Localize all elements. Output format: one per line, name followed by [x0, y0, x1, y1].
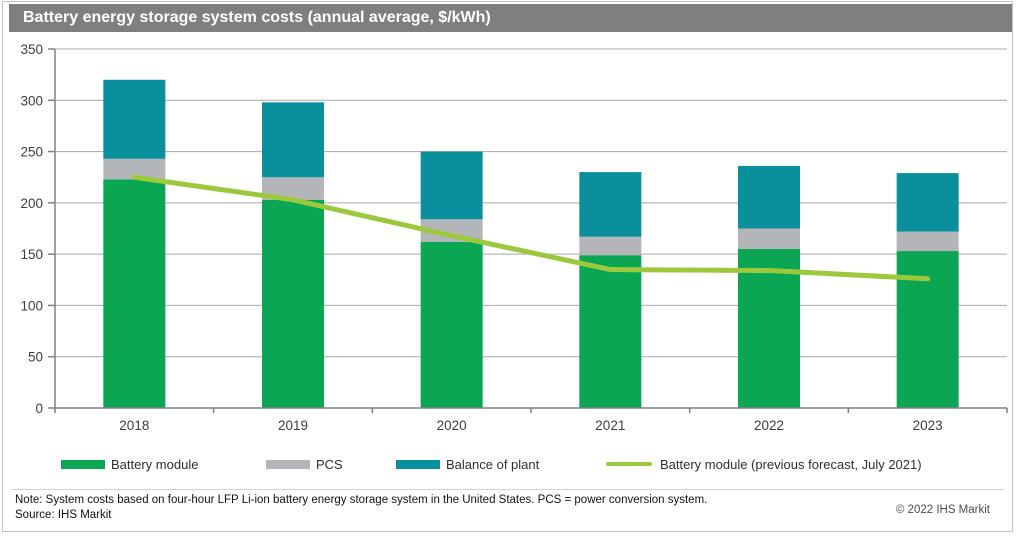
- bar-segment: [103, 179, 166, 408]
- legend-label: Battery module (previous forecast, July …: [660, 456, 922, 472]
- bar-segment: [420, 151, 483, 220]
- bar-segment: [896, 251, 959, 408]
- legend-label: PCS: [316, 456, 343, 472]
- y-tick-label: 300: [20, 93, 43, 108]
- bar-segment: [420, 219, 483, 242]
- bar-segment: [262, 102, 324, 178]
- bar-segment: [262, 177, 324, 200]
- bar-segment: [103, 158, 166, 180]
- x-tick-label: 2021: [595, 418, 625, 433]
- legend-color-swatch: [396, 459, 440, 469]
- y-tick-label: 0: [35, 401, 43, 416]
- bar-segment: [579, 236, 642, 256]
- y-tick-label: 350: [20, 42, 43, 57]
- bar-segment: [262, 199, 324, 408]
- legend-item: Battery module: [61, 452, 198, 476]
- stacked-bar-line-chart: 2018 2019 2020 2021 2022 2023 0 50 100 150 200 250 3…: [20, 42, 1008, 433]
- y-tick-label: 100: [20, 298, 43, 313]
- x-tick-label: 2018: [119, 418, 149, 433]
- chart-title: Battery energy storage system costs (ann…: [9, 4, 1012, 32]
- bar-segment: [420, 241, 483, 408]
- bar-segment: [738, 228, 800, 250]
- legend-label: Battery module: [111, 456, 199, 472]
- bar-segment: [896, 231, 959, 252]
- footnote: Note: System costs based on four-hour LF…: [15, 494, 708, 506]
- legend-color-swatch: [61, 459, 105, 469]
- x-tick-label: 2023: [913, 418, 943, 433]
- legend-item: Battery module (previous forecast, July …: [606, 452, 922, 476]
- chart-legend: Battery module PCS Balance of plant Battery…: [3, 452, 1012, 476]
- y-tick-label: 250: [20, 145, 43, 160]
- footer-divider: [11, 489, 1004, 490]
- y-tick-label: 150: [20, 247, 43, 262]
- source-note: Source: IHS Markit: [15, 509, 112, 521]
- bar-segment: [579, 172, 642, 237]
- bar-segment: [738, 165, 800, 229]
- legend-item: Balance of plant: [396, 452, 539, 476]
- y-tick-label: 50: [28, 350, 43, 365]
- chart-panel: Battery energy storage system costs (ann…: [2, 1, 1013, 532]
- legend-item: PCS: [266, 452, 343, 476]
- x-tick-label: 2022: [754, 418, 784, 433]
- bar-segment: [896, 173, 959, 232]
- legend-color-swatch: [266, 459, 310, 469]
- copyright-note: © 2022 IHS Markit: [895, 504, 990, 516]
- legend-label: Balance of plant: [446, 456, 540, 472]
- forecast-line: [131, 174, 931, 282]
- bar-segment: [103, 79, 166, 159]
- x-tick-label: 2020: [437, 418, 467, 433]
- legend-line-swatch: [606, 462, 652, 466]
- x-tick-label: 2019: [278, 418, 308, 433]
- y-tick-label: 200: [20, 196, 43, 211]
- bar-segment: [579, 255, 642, 408]
- bar-segment: [738, 249, 800, 408]
